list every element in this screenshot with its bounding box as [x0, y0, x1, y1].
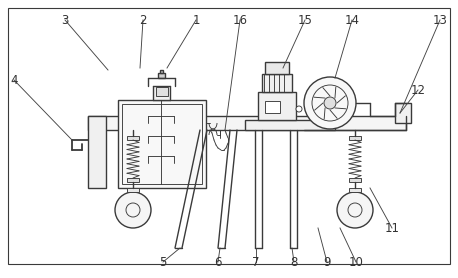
Text: 10: 10	[349, 255, 364, 269]
Text: 5: 5	[159, 255, 167, 269]
Bar	[158, 73, 165, 78]
Bar	[122, 104, 202, 184]
Text: 12: 12	[410, 83, 425, 96]
Text: 6: 6	[214, 255, 222, 269]
Bar	[118, 100, 206, 188]
Text: 15: 15	[298, 14, 312, 26]
Text: 14: 14	[344, 14, 360, 26]
Text: 13: 13	[432, 14, 447, 26]
Bar	[265, 62, 289, 74]
Circle shape	[296, 106, 302, 112]
Circle shape	[337, 192, 373, 228]
Bar	[88, 116, 106, 188]
Bar	[127, 178, 139, 182]
Bar	[262, 74, 292, 92]
Text: 1: 1	[192, 14, 200, 26]
Text: 9: 9	[323, 255, 331, 269]
Text: 4: 4	[10, 73, 18, 86]
Bar	[88, 116, 406, 130]
Bar	[127, 136, 139, 140]
Circle shape	[304, 77, 356, 129]
Text: 3: 3	[61, 14, 69, 26]
Bar	[245, 120, 335, 130]
Polygon shape	[153, 86, 170, 100]
Bar	[265, 101, 280, 113]
Bar	[395, 103, 411, 123]
Text: 7: 7	[252, 255, 260, 269]
Circle shape	[324, 97, 336, 109]
Text: 8: 8	[290, 255, 298, 269]
Bar	[156, 87, 168, 96]
Bar	[349, 178, 361, 182]
Text: 2: 2	[139, 14, 147, 26]
Bar	[258, 92, 296, 120]
Bar	[127, 188, 139, 192]
Text: 16: 16	[233, 14, 247, 26]
Bar	[349, 136, 361, 140]
Circle shape	[115, 192, 151, 228]
Bar	[349, 188, 361, 192]
Text: 11: 11	[385, 222, 399, 235]
Bar	[160, 70, 163, 73]
